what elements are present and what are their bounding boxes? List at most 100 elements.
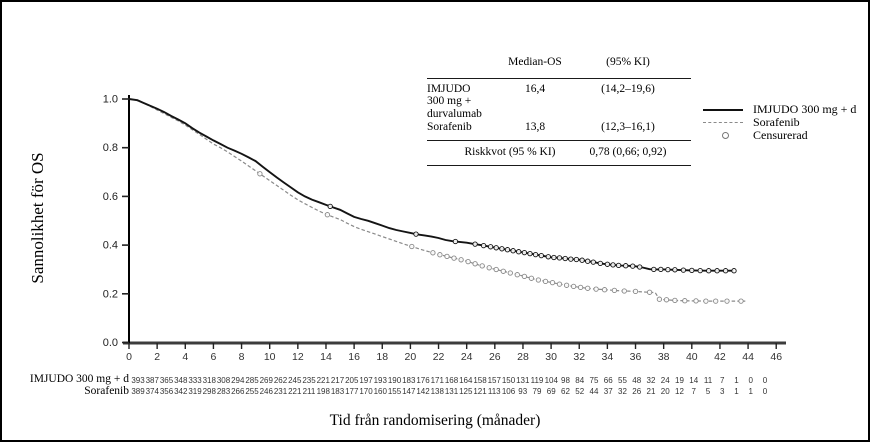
x-tick-label: 2 bbox=[154, 351, 160, 363]
censor-marker bbox=[500, 268, 506, 274]
y-tick-label: 0.0 bbox=[103, 337, 118, 349]
risk-count: 21 bbox=[646, 387, 656, 396]
x-tick-label: 8 bbox=[239, 351, 245, 363]
risk-count: 198 bbox=[316, 387, 330, 396]
risk-count: 24 bbox=[660, 376, 670, 385]
censor-marker bbox=[437, 252, 443, 258]
risk-count: 79 bbox=[532, 387, 542, 396]
x-tick-label: 32 bbox=[573, 351, 585, 363]
censor-marker bbox=[444, 253, 450, 260]
censor-marker bbox=[590, 259, 596, 265]
risk-count: 3 bbox=[720, 387, 725, 396]
stats-table-rule bbox=[427, 165, 691, 166]
y-tick-label: 0.2 bbox=[103, 288, 118, 300]
x-tick-label: 18 bbox=[376, 351, 388, 363]
censor-marker bbox=[738, 298, 744, 304]
censor-marker bbox=[593, 286, 599, 292]
legend-label: IMJUDO 300 mg + d bbox=[753, 102, 857, 116]
censor-marker bbox=[731, 268, 737, 274]
x-tick-label: 16 bbox=[348, 351, 360, 363]
risk-count: 0 bbox=[748, 376, 753, 385]
censor-circle-icon bbox=[703, 132, 749, 139]
censor-marker bbox=[472, 241, 478, 247]
censor-marker bbox=[507, 270, 513, 276]
risk-count: 356 bbox=[159, 387, 174, 396]
risk-count: 190 bbox=[387, 376, 402, 385]
x-tick-label: 42 bbox=[714, 351, 726, 363]
censor-marker bbox=[672, 267, 678, 273]
risk-count: 155 bbox=[387, 387, 402, 396]
censor-marker bbox=[563, 282, 570, 288]
censor-marker bbox=[689, 267, 695, 274]
censor-marker bbox=[724, 298, 730, 304]
censor-marker bbox=[651, 266, 657, 273]
risk-count: 176 bbox=[416, 376, 430, 385]
x-tick-label: 4 bbox=[182, 351, 188, 363]
stats-row-sorafenib-median: 13,8 bbox=[524, 121, 546, 133]
censor-marker bbox=[556, 255, 563, 261]
risk-count: 142 bbox=[416, 387, 430, 396]
risk-count: 55 bbox=[618, 376, 627, 385]
risk-count: 131 bbox=[444, 387, 459, 396]
risk-count: 104 bbox=[544, 376, 558, 385]
censor-marker bbox=[672, 297, 678, 304]
risk-count: 266 bbox=[231, 387, 245, 396]
censor-marker bbox=[568, 256, 574, 262]
risk-count: 221 bbox=[316, 376, 330, 385]
risk-count: 26 bbox=[632, 387, 642, 396]
censor-marker bbox=[465, 258, 471, 265]
stats-table-body: IMJUDO 300 mg + durvalumab 16,4 (14,2–19… bbox=[427, 79, 691, 140]
censor-marker bbox=[327, 203, 333, 210]
censor-marker bbox=[516, 249, 522, 255]
risk-count: 294 bbox=[231, 376, 245, 385]
censor-marker bbox=[528, 275, 535, 281]
risk-count: 32 bbox=[618, 387, 627, 396]
y-tick-label: 0.8 bbox=[103, 142, 118, 154]
risk-table-labels: IMJUDO 300 mg + d Sorafenib bbox=[2, 373, 129, 397]
y-tick-label: 0.4 bbox=[103, 240, 118, 252]
legend-item-imjudo: IMJUDO 300 mg + d bbox=[703, 102, 857, 116]
dashed-line-icon bbox=[703, 122, 749, 123]
risk-count: 255 bbox=[245, 387, 259, 396]
risk-count: 393 bbox=[131, 376, 145, 385]
km-curve-sorafenib bbox=[128, 98, 746, 302]
stats-header-median: Median-OS bbox=[508, 56, 562, 68]
risk-count: 193 bbox=[373, 376, 387, 385]
risk-count: 319 bbox=[188, 387, 202, 396]
hazard-ratio-value: 0,78 (0,66; 0,92) bbox=[589, 145, 667, 158]
risk-count: 318 bbox=[202, 376, 216, 385]
risk-count: 285 bbox=[245, 376, 259, 385]
risk-count: 158 bbox=[473, 376, 487, 385]
stats-table-header: Median-OS (95% KI) bbox=[427, 48, 691, 78]
risk-count: 52 bbox=[575, 387, 585, 396]
risk-count: 44 bbox=[589, 387, 599, 396]
risk-count: 32 bbox=[646, 376, 656, 385]
x-tick-label: 36 bbox=[630, 351, 642, 363]
risk-count: 150 bbox=[501, 376, 516, 385]
censor-marker bbox=[621, 288, 627, 294]
stats-row-sorafenib-label: Sorafenib bbox=[427, 121, 472, 133]
censor-marker bbox=[706, 268, 712, 274]
stats-label-line: IMJUDO bbox=[427, 82, 471, 95]
risk-count: 98 bbox=[561, 376, 570, 385]
legend-item-censored: Censurerad bbox=[703, 128, 856, 142]
risk-count: 1 bbox=[734, 387, 739, 396]
risk-count: 75 bbox=[589, 376, 599, 385]
risk-count: 245 bbox=[288, 376, 302, 385]
censor-marker bbox=[535, 277, 542, 283]
risk-count: 66 bbox=[603, 376, 613, 385]
censor-marker bbox=[714, 268, 720, 274]
stats-label-line: 300 mg + bbox=[427, 95, 472, 107]
censor-marker bbox=[551, 254, 557, 261]
risk-count: 0 bbox=[762, 387, 768, 396]
stats-table-footer: Riskkvot (95 % KI) 0,78 (0,66; 0,92) bbox=[427, 141, 691, 166]
risk-count: 121 bbox=[473, 387, 487, 396]
x-tick-label: 46 bbox=[770, 351, 782, 363]
stats-row-imjudo-label: IMJUDO 300 mg + durvalumab bbox=[427, 83, 505, 121]
x-tick-label: 30 bbox=[545, 351, 557, 363]
censor-marker bbox=[324, 212, 331, 218]
censor-marker bbox=[646, 289, 653, 295]
x-tick-label: 40 bbox=[686, 351, 698, 363]
